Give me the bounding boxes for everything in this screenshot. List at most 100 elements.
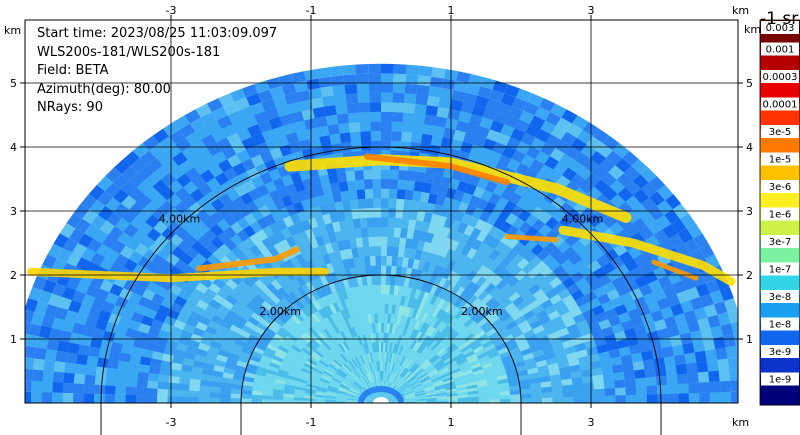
data-cell [327, 338, 336, 348]
data-cell [527, 367, 539, 375]
data-cell [430, 135, 443, 147]
data-cell [381, 351, 383, 362]
data-cell [185, 345, 198, 355]
data-cell [594, 395, 605, 403]
data-cell [518, 221, 532, 235]
data-cell [630, 316, 644, 328]
data-cell [460, 315, 471, 325]
data-cell [525, 145, 541, 160]
data-cell [119, 352, 132, 363]
data-cell [328, 282, 337, 294]
data-cell [433, 275, 443, 287]
data-cell [313, 185, 325, 197]
data-cell [325, 352, 335, 361]
data-cell [410, 351, 419, 361]
data-cell [174, 214, 189, 228]
data-cell [247, 124, 262, 137]
data-cell [381, 236, 388, 247]
data-cell [85, 284, 100, 298]
data-cell [339, 384, 350, 390]
data-cell [144, 307, 158, 320]
data-cell [237, 280, 251, 292]
data-cell [100, 339, 113, 351]
data-cell [713, 336, 726, 350]
data-cell [387, 313, 392, 324]
data-cell [407, 297, 414, 308]
data-cell [322, 213, 332, 225]
data-cell [390, 275, 396, 286]
data-cell [429, 76, 444, 88]
data-cell [336, 210, 346, 222]
data-cell [330, 241, 340, 253]
data-cell [359, 365, 366, 375]
data-cell [253, 326, 265, 336]
data-cell [314, 116, 328, 128]
data-cell [261, 300, 273, 311]
data-cell [487, 260, 500, 272]
data-cell [317, 382, 329, 388]
data-cell [441, 78, 456, 90]
data-cell [412, 278, 420, 290]
data-cell [377, 351, 380, 362]
data-cell [338, 386, 350, 392]
data-cell [274, 230, 286, 243]
data-cell [167, 396, 179, 403]
data-cell [592, 128, 610, 144]
data-cell [611, 364, 624, 374]
data-cell [419, 375, 430, 383]
data-cell [364, 256, 371, 267]
data-cell [314, 394, 326, 398]
data-cell [301, 219, 312, 231]
range-ring-label: 2.00km [259, 305, 301, 318]
data-cell [121, 209, 138, 224]
data-cell [376, 342, 380, 352]
data-cell [304, 395, 315, 399]
data-cell [44, 349, 57, 362]
data-cell [351, 247, 359, 259]
data-cell [504, 287, 517, 299]
data-cell [93, 229, 109, 244]
data-cell [399, 276, 406, 287]
data-cell [476, 382, 488, 388]
data-cell [155, 286, 169, 298]
data-cell [230, 305, 243, 316]
data-cell [622, 150, 639, 166]
data-cell [439, 206, 451, 218]
data-cell [251, 394, 263, 400]
data-cell [393, 285, 400, 296]
data-cell [320, 330, 330, 340]
data-cell [157, 395, 168, 403]
data-cell [405, 316, 412, 327]
data-cell [298, 169, 311, 181]
data-cell [282, 215, 295, 228]
data-cell [473, 369, 485, 376]
data-cell [404, 396, 416, 400]
data-cell [321, 306, 331, 318]
data-cell [123, 258, 138, 272]
data-cell [168, 382, 180, 391]
data-cell [544, 156, 560, 170]
data-cell [369, 352, 374, 363]
data-cell [401, 305, 408, 317]
data-cell [296, 286, 307, 297]
data-cell [371, 323, 376, 333]
data-cell [450, 367, 461, 375]
data-cell [287, 304, 298, 316]
data-cell [272, 355, 284, 363]
data-cell [351, 370, 360, 379]
data-cell [455, 355, 466, 363]
data-cell [510, 128, 526, 142]
data-cell [264, 107, 280, 121]
data-cell [365, 265, 372, 276]
data-cell [401, 369, 410, 378]
data-cell [362, 324, 368, 335]
data-cell [213, 365, 225, 373]
data-cell [196, 196, 211, 210]
data-cell [229, 324, 242, 334]
data-cell [492, 290, 505, 301]
data-cell [389, 372, 395, 383]
data-cell [293, 201, 305, 214]
data-cell [617, 201, 634, 216]
data-cell [389, 323, 394, 334]
data-cell [220, 397, 231, 403]
